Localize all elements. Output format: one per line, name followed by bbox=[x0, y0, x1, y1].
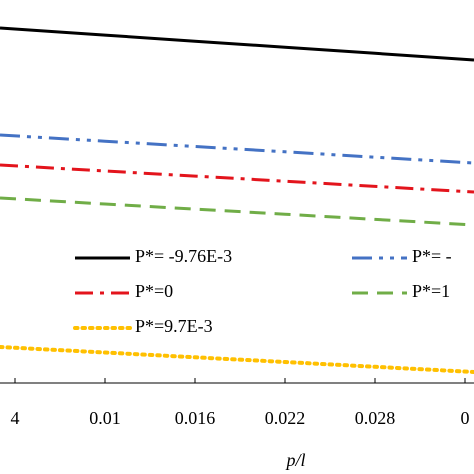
x-axis-label: p/l bbox=[284, 450, 305, 470]
line bbox=[0, 26, 474, 62]
legend-label: P*=0 bbox=[135, 281, 173, 301]
line bbox=[0, 345, 474, 374]
x-tick-label: 0.028 bbox=[355, 408, 396, 428]
x-tick-label: 0.01 bbox=[89, 408, 121, 428]
legend-label: P*= - bbox=[412, 246, 452, 266]
legend-label: P*=1 bbox=[412, 281, 450, 301]
x-tick-label: 4 bbox=[11, 408, 20, 428]
legend-label: P*= -9.76E-3 bbox=[135, 246, 232, 266]
legend-label: P*=9.7E-3 bbox=[135, 316, 213, 336]
line bbox=[0, 133, 474, 165]
x-tick-label: 0.016 bbox=[175, 408, 216, 428]
line bbox=[0, 196, 474, 227]
x-tick-label: 0 bbox=[461, 408, 470, 428]
line bbox=[0, 163, 474, 194]
x-tick-label: 0.022 bbox=[265, 408, 306, 428]
